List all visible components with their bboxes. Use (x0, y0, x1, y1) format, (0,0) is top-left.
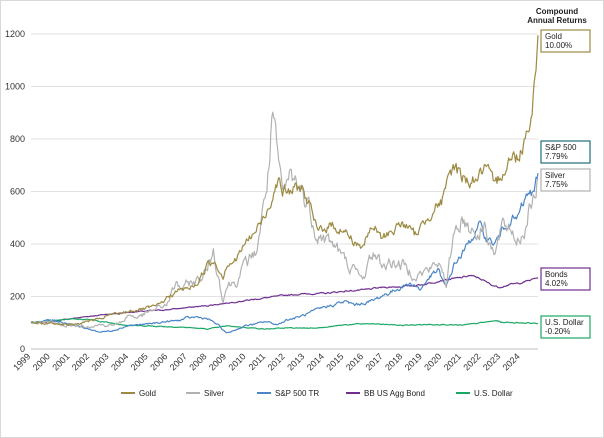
y-tick-label: 400 (10, 239, 25, 249)
end-label-box (540, 29, 591, 53)
x-tick-label: 2000 (31, 351, 52, 372)
x-tick-label: 2009 (207, 351, 228, 372)
legend-item-u-s-dollar: U.S. Dollar (456, 389, 513, 398)
end-label-value: -0.20% (545, 327, 570, 336)
y-tick-label: 200 (10, 292, 25, 302)
x-tick-label: 2002 (70, 351, 91, 372)
series-line-u-s-dollar (31, 318, 539, 330)
y-tick-label: 0 (20, 344, 25, 354)
x-tick-label: 2006 (148, 351, 169, 372)
x-tick-label: 2014 (305, 351, 326, 372)
y-tick-label: 1000 (5, 82, 25, 92)
end-label-box (540, 315, 591, 339)
x-tick-label: 2017 (364, 351, 385, 372)
x-tick-label: 2023 (481, 351, 502, 372)
end-label-value: 7.75% (545, 180, 568, 189)
end-label-value: 4.02% (545, 279, 568, 288)
end-label-name: Silver (545, 171, 565, 180)
x-tick-label: 2021 (442, 351, 463, 372)
x-tick-label: 2020 (422, 351, 443, 372)
series-lines (30, 35, 539, 334)
legend-item-gold: Gold (121, 389, 156, 398)
x-tick-label: 2011 (247, 351, 268, 372)
legend-item-s-p-500-tr: S&P 500 TR (257, 389, 319, 398)
x-tick-label: 2010 (227, 351, 248, 372)
series-line-silver (30, 111, 539, 329)
legend: Gold Silver S&P 500 TR BB US Agg Bond U.S. D… (121, 389, 513, 398)
y-tick-label: 1200 (5, 29, 25, 39)
x-tick-label: 2019 (403, 351, 424, 372)
series-line-bb-us-agg-bond (31, 274, 539, 324)
gridlines (31, 33, 538, 350)
x-tick-label: 2018 (383, 351, 404, 372)
x-tick-label: 2004 (109, 351, 130, 372)
legend-label: S&P 500 TR (275, 389, 319, 398)
y-tick-label: 600 (10, 187, 25, 197)
x-tick-label: 2007 (168, 351, 189, 372)
series-line-s-p-500-tr (30, 172, 539, 334)
end-label-value: 10.00% (545, 41, 572, 50)
x-axis-ticks: 1999200020012002200320042005200620072008… (11, 351, 522, 372)
x-tick-label: 2024 (501, 351, 522, 372)
end-label-u-s-dollar: U.S. Dollar-0.20% (540, 315, 591, 339)
end-label-box (540, 267, 591, 291)
end-label-box (540, 140, 591, 164)
legend-label: BB US Agg Bond (364, 389, 425, 398)
end-label-box (540, 168, 591, 192)
end-label-name: U.S. Dollar (545, 318, 584, 327)
end-label-value: 7.79% (545, 152, 568, 161)
cagr-header-line-2: Annual Returns (527, 16, 587, 25)
cagr-header: Compound Annual Returns (527, 7, 587, 25)
legend-label: Gold (139, 389, 156, 398)
series-line-gold (30, 35, 539, 326)
x-tick-label: 2008 (187, 351, 208, 372)
x-tick-label: 2012 (266, 351, 287, 372)
legend-item-bb-us-agg-bond: BB US Agg Bond (346, 389, 425, 398)
y-axis-ticks: 0 200 400 600 800 1000 1200 (5, 29, 25, 354)
end-label-name: S&P 500 (545, 143, 577, 152)
x-tick-label: 2015 (324, 351, 345, 372)
legend-label: U.S. Dollar (474, 389, 513, 398)
legend-item-silver: Silver (186, 389, 224, 398)
y-tick-label: 800 (10, 134, 25, 144)
x-tick-label: 2016 (344, 351, 365, 372)
x-tick-label: 2005 (129, 351, 150, 372)
x-tick-label: 1999 (11, 351, 32, 372)
end-label-name: Gold (545, 32, 562, 41)
legend-label: Silver (204, 389, 224, 398)
x-tick-label: 2003 (89, 351, 110, 372)
x-tick-label: 2013 (285, 351, 306, 372)
cagr-header-line-1: Compound (536, 7, 578, 16)
x-tick-label: 2022 (461, 351, 482, 372)
x-tick-label: 2001 (50, 351, 71, 372)
end-label-name: Bonds (545, 270, 568, 279)
